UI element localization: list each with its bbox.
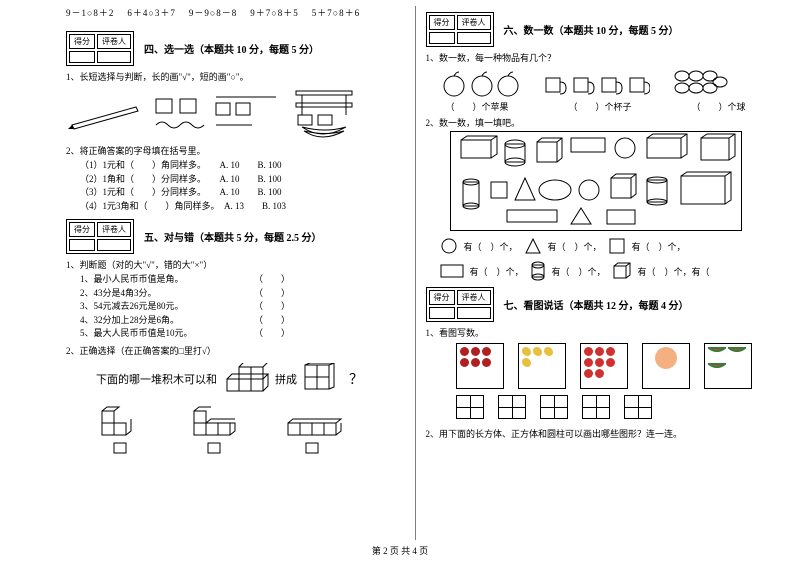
s4-opt-3: （3）1元和（ ）分同样多。 A. 10 B. 100 bbox=[80, 186, 405, 200]
blocks-option-a bbox=[96, 405, 156, 455]
equation-row: 9－1○8＋2 6＋4○3＋7 9－9○8－8 9＋7○8＋5 5＋7○8＋6 bbox=[66, 6, 405, 19]
apple-icon bbox=[460, 347, 469, 356]
grader-label: 评卷人 bbox=[97, 34, 131, 49]
page-footer: 第 2 页 共 4 页 bbox=[0, 544, 800, 557]
s5-q1: 1、判断题（对的大"√"，错的大"×"） bbox=[66, 258, 405, 271]
s7-q2: 2、用下面的长方体、正方体和圆柱可以画出哪些图形？连一连。 bbox=[426, 427, 765, 440]
rectangle-icon bbox=[440, 264, 464, 278]
length-comparison-figure bbox=[66, 85, 376, 141]
balls-icon bbox=[670, 66, 730, 100]
s6-q2: 2、数一数，填一填吧。 bbox=[426, 116, 765, 129]
s5-item-5: 5、最大人民币币值是10元。（ ） bbox=[80, 327, 290, 341]
banana-icon bbox=[522, 347, 531, 356]
mixed-shapes-figure bbox=[451, 132, 741, 228]
section-6-header: 得分评卷人 六、数一数（本题共 10 分，每题 5 分） bbox=[426, 12, 765, 47]
score-label: 得分 bbox=[69, 34, 95, 49]
count-labels: （ ）个苹果 （ ）个杯子 （ ）个球 bbox=[446, 100, 765, 113]
section-6-title: 六、数一数（本题共 10 分，每题 5 分） bbox=[504, 22, 679, 37]
fruit-box-strawberries bbox=[580, 343, 628, 389]
s5-q2: 2、正确选择（在正确答案的□里打√） bbox=[66, 344, 405, 357]
s5-item-2: 2、43分是4角3分。（ ） bbox=[80, 287, 290, 301]
apples-icon bbox=[440, 66, 520, 100]
section-4-title: 四、选一选（本题共 10 分，每题 5 分） bbox=[144, 41, 319, 56]
s7-q1: 1、看图写数。 bbox=[426, 326, 765, 339]
answer-grid bbox=[540, 395, 568, 419]
count-objects-row bbox=[440, 66, 765, 100]
shape-answer-row-2: 有（ ）个， 有（ ）个， 有（ ）个，有（ bbox=[440, 261, 765, 281]
blocks-option-b bbox=[190, 405, 250, 455]
fruit-count-row bbox=[456, 343, 765, 389]
section-7-header: 得分评卷人 七、看图说话（本题共 12 分，每题 4 分） bbox=[426, 287, 765, 322]
s5-item-3: 3、54元减去26元是80元。（ ） bbox=[80, 300, 290, 314]
right-column: 得分评卷人 六、数一数（本题共 10 分，每题 5 分） 1、数一数，每一种物品… bbox=[420, 6, 771, 540]
s5-item-4: 4、32分加上28分是6角。（ ） bbox=[80, 314, 290, 328]
peach-icon bbox=[655, 347, 677, 369]
section-4-header: 得分评卷人 四、选一选（本题共 10 分，每题 5 分） bbox=[66, 31, 405, 66]
blocks-result-icon bbox=[301, 363, 345, 395]
answer-grid bbox=[498, 395, 526, 419]
s4-q2: 2、将正确答案的字母填在括号里。 bbox=[66, 144, 405, 157]
answer-grid-row bbox=[456, 395, 765, 419]
page: 9－1○8＋2 6＋4○3＋7 9－9○8－8 9＋7○8＋5 5＋7○8＋6 … bbox=[0, 0, 800, 540]
section-5-title: 五、对与错（本题共 5 分，每题 2.5 分） bbox=[144, 229, 322, 244]
s4-q1: 1、长短选择与判断，长的画"√"，短的画"○"。 bbox=[66, 70, 405, 83]
watermelon-icon bbox=[708, 347, 726, 361]
score-box: 得分评卷人 bbox=[66, 219, 134, 254]
shapes-frame bbox=[450, 131, 742, 231]
shape-answer-row-1: 有（ ）个， 有（ ）个， 有（ ）个， bbox=[440, 237, 765, 255]
s5-item-1: 1、最小人民币币值是角。（ ） bbox=[80, 273, 290, 287]
triangle-icon bbox=[524, 237, 542, 255]
section-5-header: 得分评卷人 五、对与错（本题共 5 分，每题 2.5 分） bbox=[66, 219, 405, 254]
section-7-title: 七、看图说话（本题共 12 分，每题 4 分） bbox=[504, 297, 689, 312]
fruit-box-apples bbox=[456, 343, 504, 389]
left-column: 9－1○8＋2 6＋4○3＋7 9－9○8－8 9＋7○8＋5 5＋7○8＋6 … bbox=[60, 6, 411, 540]
answer-grid bbox=[456, 395, 484, 419]
cups-icon bbox=[540, 66, 650, 100]
s4-opt-2: （2）1角和（ ）分同样多。 A. 10 B. 100 bbox=[80, 173, 405, 187]
square-icon bbox=[608, 237, 626, 255]
blocks-prompt: 下面的哪一堆积木可以和 拼成 ？ bbox=[96, 363, 405, 395]
cube-icon bbox=[612, 262, 632, 280]
score-box: 得分评卷人 bbox=[66, 31, 134, 66]
s4-opt-4: （4）1元3角和（ ）角同样多。 A. 13 B. 103 bbox=[80, 200, 405, 214]
score-box: 得分评卷人 bbox=[426, 287, 494, 322]
blocks-target-icon bbox=[221, 363, 271, 395]
fruit-box-watermelon bbox=[704, 343, 752, 389]
fruit-box-peach bbox=[642, 343, 690, 389]
strawberry-icon bbox=[584, 347, 593, 356]
blocks-options bbox=[96, 405, 405, 455]
answer-grid bbox=[624, 395, 652, 419]
s4-opt-1: （1）1元和（ ）角同样多。 A. 10 B. 100 bbox=[80, 159, 405, 173]
column-divider bbox=[415, 6, 416, 540]
fruit-box-bananas bbox=[518, 343, 566, 389]
score-box: 得分评卷人 bbox=[426, 12, 494, 47]
s6-q1: 1、数一数，每一种物品有几个？ bbox=[426, 51, 765, 64]
blocks-option-c bbox=[284, 405, 354, 455]
cylinder-icon bbox=[530, 261, 546, 281]
circle-icon bbox=[440, 237, 458, 255]
answer-grid bbox=[582, 395, 610, 419]
